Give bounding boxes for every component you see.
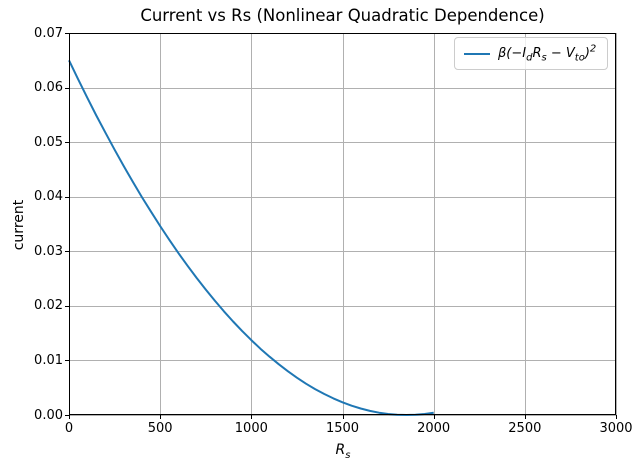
data-line xyxy=(68,59,434,416)
y-tick-label: 0.07 xyxy=(34,25,63,41)
x-tick-label: 1500 xyxy=(325,421,360,436)
legend-line-sample xyxy=(464,52,490,55)
legend: β(−IdRs − Vto)2 xyxy=(454,37,608,70)
y-tick-label: 0.01 xyxy=(34,352,63,368)
x-tick-label: 1000 xyxy=(234,421,268,436)
legend-item: β(−IdRs − Vto)2 xyxy=(455,43,597,64)
legend-label: β(−IdRs − Vto)2 xyxy=(498,43,597,64)
x-tick-label: 3000 xyxy=(599,421,633,436)
y-tick-label: 0.06 xyxy=(34,80,63,96)
x-tick-label: 0 xyxy=(64,421,74,436)
y-tick-label: 0.04 xyxy=(34,189,63,205)
x-tick-label: 500 xyxy=(147,421,173,436)
x-axis-label: Rs xyxy=(335,442,351,461)
chart-title: Current vs Rs (Nonlinear Quadratic Depen… xyxy=(140,6,545,25)
y-tick-label: 0.05 xyxy=(34,134,63,150)
y-tick-label: 0.02 xyxy=(34,298,63,314)
x-tick-label: 2000 xyxy=(417,421,451,436)
x-tick-label: 2500 xyxy=(508,421,542,436)
axes-frame xyxy=(69,33,616,415)
y-tick-label: 0.00 xyxy=(34,407,63,423)
y-tick-label: 0.03 xyxy=(34,243,63,259)
